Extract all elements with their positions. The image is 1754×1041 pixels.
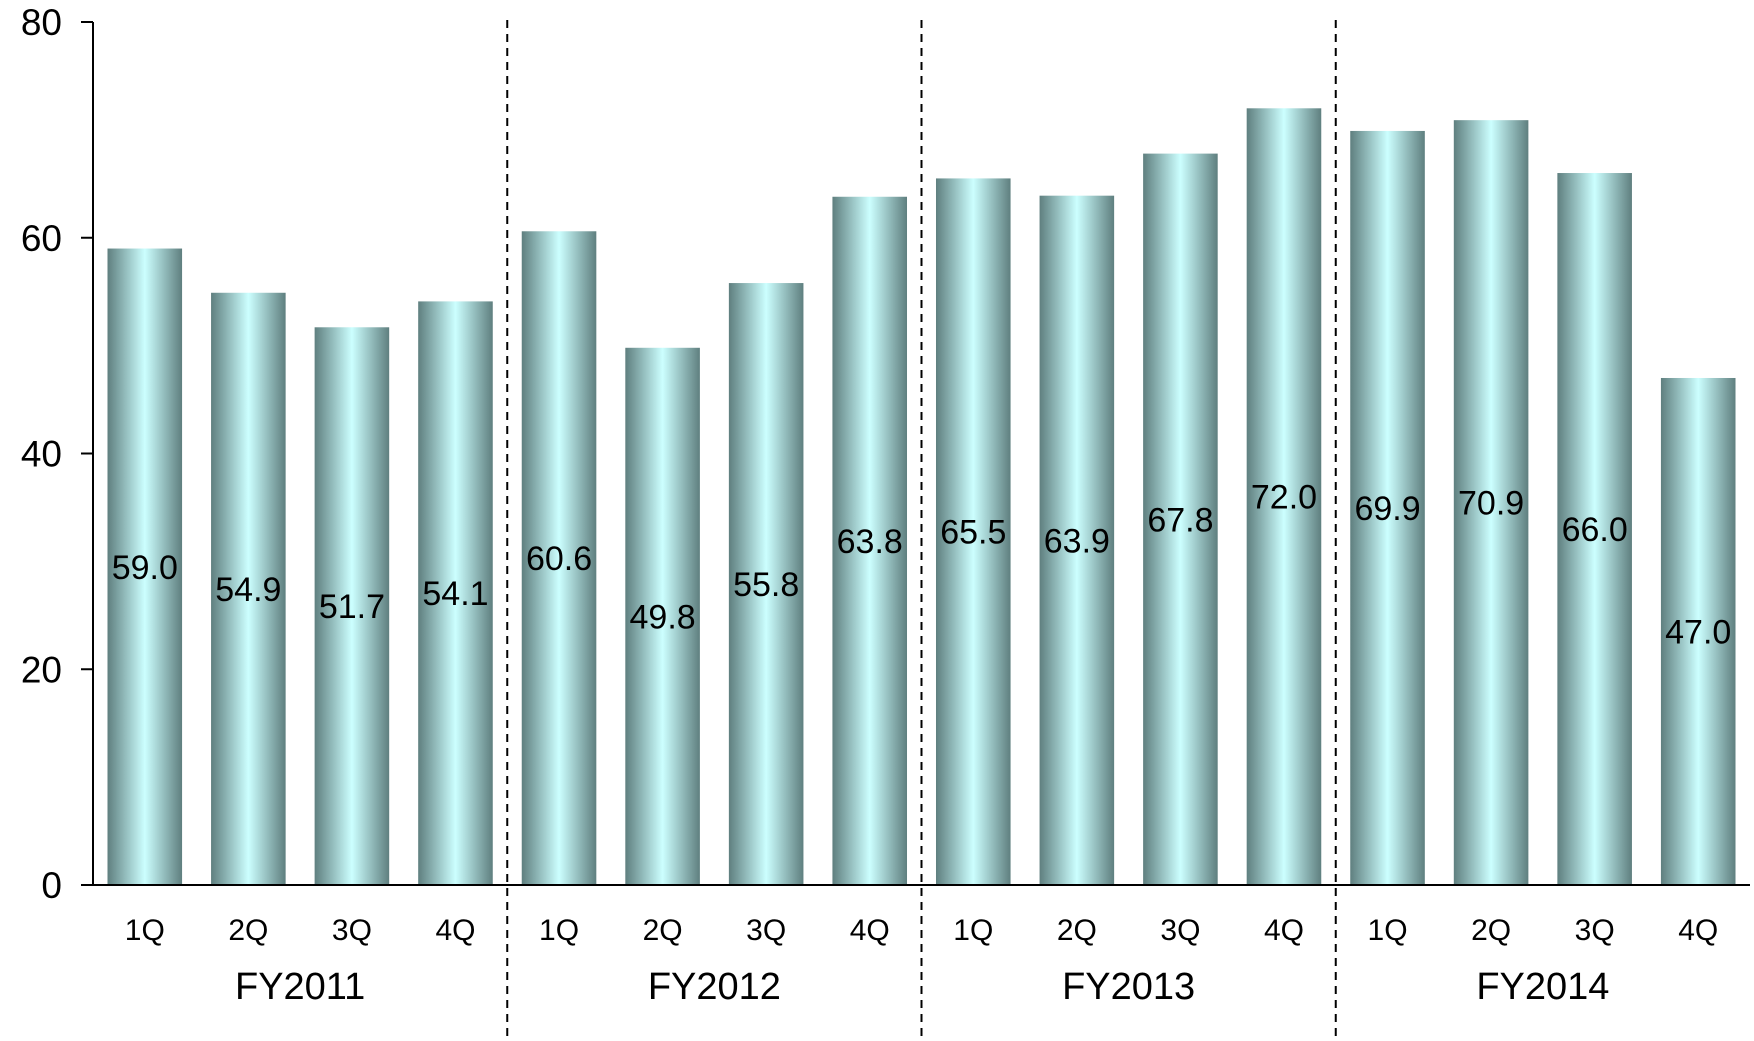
bar <box>521 231 597 886</box>
bar <box>1350 130 1425 886</box>
x-tick-label: 2Q <box>228 914 268 947</box>
bar <box>728 283 804 885</box>
bar <box>211 292 286 885</box>
data-label: 54.1 <box>422 575 488 613</box>
bar <box>1246 108 1322 886</box>
bars-layer <box>107 108 1736 886</box>
bar <box>418 301 493 885</box>
group-label: FY2011 <box>235 966 365 1008</box>
axes-layer: 0 20 40 60 80 <box>21 2 1750 906</box>
x-tick-label: 3Q <box>1575 914 1615 947</box>
x-tick-label: 1Q <box>539 914 579 947</box>
x-tick-label: 1Q <box>1368 914 1408 947</box>
x-tick-label: 3Q <box>332 914 372 947</box>
data-label: 66.0 <box>1562 511 1628 549</box>
labels-layer: 59.0 1Q 54.9 2Q 51.7 3Q 54.1 4Q FY2011 60.6 1Q 49.8… <box>112 479 1732 1008</box>
x-tick-label: 4Q <box>850 914 890 947</box>
bar <box>935 178 1011 885</box>
data-label: 54.9 <box>215 571 281 609</box>
data-label: 59.0 <box>112 549 178 587</box>
data-label: 63.8 <box>837 523 903 561</box>
data-label: 49.8 <box>630 598 696 636</box>
bar <box>107 248 183 886</box>
bar <box>1660 377 1736 885</box>
data-label: 47.0 <box>1665 613 1731 651</box>
year-dividers <box>506 20 1337 1041</box>
data-label: 60.6 <box>526 540 592 578</box>
x-tick-label: 4Q <box>1678 914 1718 947</box>
y-tick-label: 60 <box>21 218 62 259</box>
data-label: 65.5 <box>940 514 1006 552</box>
bar <box>1143 153 1218 886</box>
bar <box>625 347 700 886</box>
data-label: 63.9 <box>1044 522 1110 560</box>
y-tick-label: 20 <box>21 649 62 690</box>
y-tick-label: 40 <box>21 434 62 475</box>
x-tick-label: 4Q <box>1264 914 1304 947</box>
data-label: 72.0 <box>1251 479 1317 517</box>
bar <box>832 196 908 885</box>
group-label: FY2014 <box>1476 966 1609 1008</box>
data-label: 51.7 <box>319 588 385 626</box>
data-label: 67.8 <box>1147 501 1213 539</box>
data-label: 55.8 <box>733 566 799 604</box>
x-tick-label: 3Q <box>1160 914 1200 947</box>
x-tick-label: 4Q <box>435 914 475 947</box>
y-tick-label: 0 <box>41 865 62 906</box>
x-tick-label: 3Q <box>746 914 786 947</box>
x-tick-label: 1Q <box>125 914 165 947</box>
bar <box>1557 173 1632 885</box>
group-label: FY2012 <box>648 966 781 1008</box>
bar <box>314 327 390 885</box>
y-tick-label: 80 <box>21 2 62 43</box>
bar <box>1039 195 1115 885</box>
group-label: FY2013 <box>1062 966 1195 1008</box>
data-label: 69.9 <box>1354 490 1420 528</box>
x-tick-label: 1Q <box>953 914 993 947</box>
x-tick-label: 2Q <box>643 914 683 947</box>
data-label: 70.9 <box>1458 485 1524 523</box>
bar <box>1453 120 1529 885</box>
x-tick-label: 2Q <box>1057 914 1097 947</box>
x-tick-label: 2Q <box>1471 914 1511 947</box>
